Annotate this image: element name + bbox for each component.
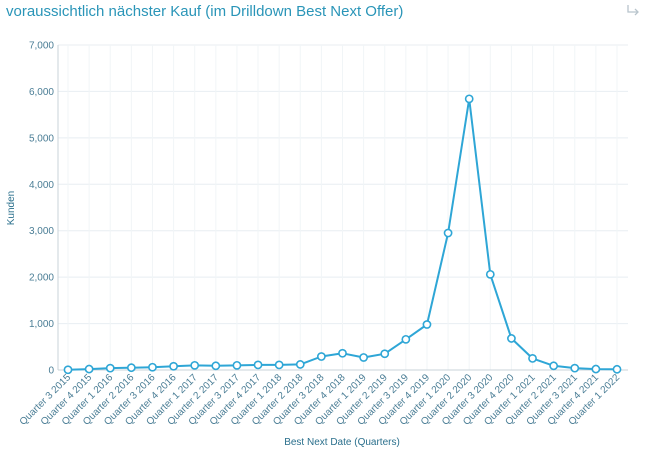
data-point[interactable]: Quarter 2 2021: 90: [549, 361, 559, 371]
y-tick-label: 5,000: [29, 133, 54, 144]
data-point[interactable]: Quarter 3 2016: 60: [148, 362, 157, 372]
series-layer: Quarter 3 2015: 5 Quarter 4 2015: 20 Quart…: [63, 94, 622, 375]
chart-title: voraussichtlich nächster Kauf (im Drilld…: [6, 3, 404, 20]
data-point[interactable]: Quarter 1 2020: 2950: [443, 228, 453, 238]
data-point[interactable]: Quarter 1 2022: 15: [612, 364, 622, 374]
data-point[interactable]: Quarter 4 2020: 680: [507, 334, 516, 343]
data-point[interactable]: Quarter 4 2015: 20: [84, 364, 94, 374]
y-axis-title: Kunden: [6, 191, 17, 225]
data-point[interactable]: Quarter 2 2016: 50: [126, 363, 136, 373]
data-point[interactable]: Quarter 1 2019: 270: [359, 353, 369, 362]
data-point[interactable]: Quarter 2 2019: 350: [380, 349, 390, 359]
grid-layer: [58, 44, 628, 371]
data-point[interactable]: Quarter 4 2016: 80: [169, 361, 178, 371]
data-point[interactable]: Quarter 4 2021: 20: [591, 364, 601, 374]
y-tick-label: 7,000: [29, 41, 54, 52]
data-point[interactable]: Quarter 1 2018: 110: [274, 360, 284, 370]
data-point[interactable]: Quarter 2 2017: 90: [211, 361, 221, 371]
x-axis-title: Best Next Date (Quarters): [284, 437, 400, 448]
y-tick-label: 0: [48, 366, 54, 377]
data-point[interactable]: Quarter 3 2017: 100: [232, 360, 242, 370]
y-tick-label: 6,000: [29, 87, 54, 98]
data-point[interactable]: Quarter 4 2019: 980: [422, 320, 432, 329]
data-point[interactable]: Quarter 1 2017: 100: [190, 360, 200, 370]
y-tick-label: 1,000: [29, 319, 54, 330]
data-point[interactable]: Quarter 3 2021: 40: [570, 363, 580, 373]
axis-layer: 0 1,000 2,000 3,000 4,000 5,000 6,000 7,000: [29, 41, 628, 377]
data-point[interactable]: Quarter 3 2015: 5: [63, 365, 73, 375]
y-tick-label: 3,000: [29, 226, 54, 237]
data-point[interactable]: Quarter 1 2021: 250: [528, 353, 537, 363]
data-point[interactable]: Quarter 2 2020: 5840: [464, 94, 474, 104]
data-point[interactable]: Quarter 4 2018: 360: [338, 348, 347, 358]
data-point[interactable]: Quarter 3 2018: 290: [316, 352, 326, 361]
drill-up-icon[interactable]: [625, 3, 641, 19]
data-point[interactable]: Quarter 3 2020: 2060: [485, 269, 495, 279]
y-tick-label: 2,000: [29, 273, 54, 284]
y-tick-label: 4,000: [29, 180, 54, 191]
data-point[interactable]: Quarter 3 2019: 660: [401, 334, 411, 344]
data-point[interactable]: Quarter 4 2017: 110: [253, 360, 263, 370]
data-point[interactable]: Quarter 2 2018: 120: [295, 360, 305, 369]
data-point[interactable]: Quarter 1 2016: 40: [105, 363, 115, 373]
